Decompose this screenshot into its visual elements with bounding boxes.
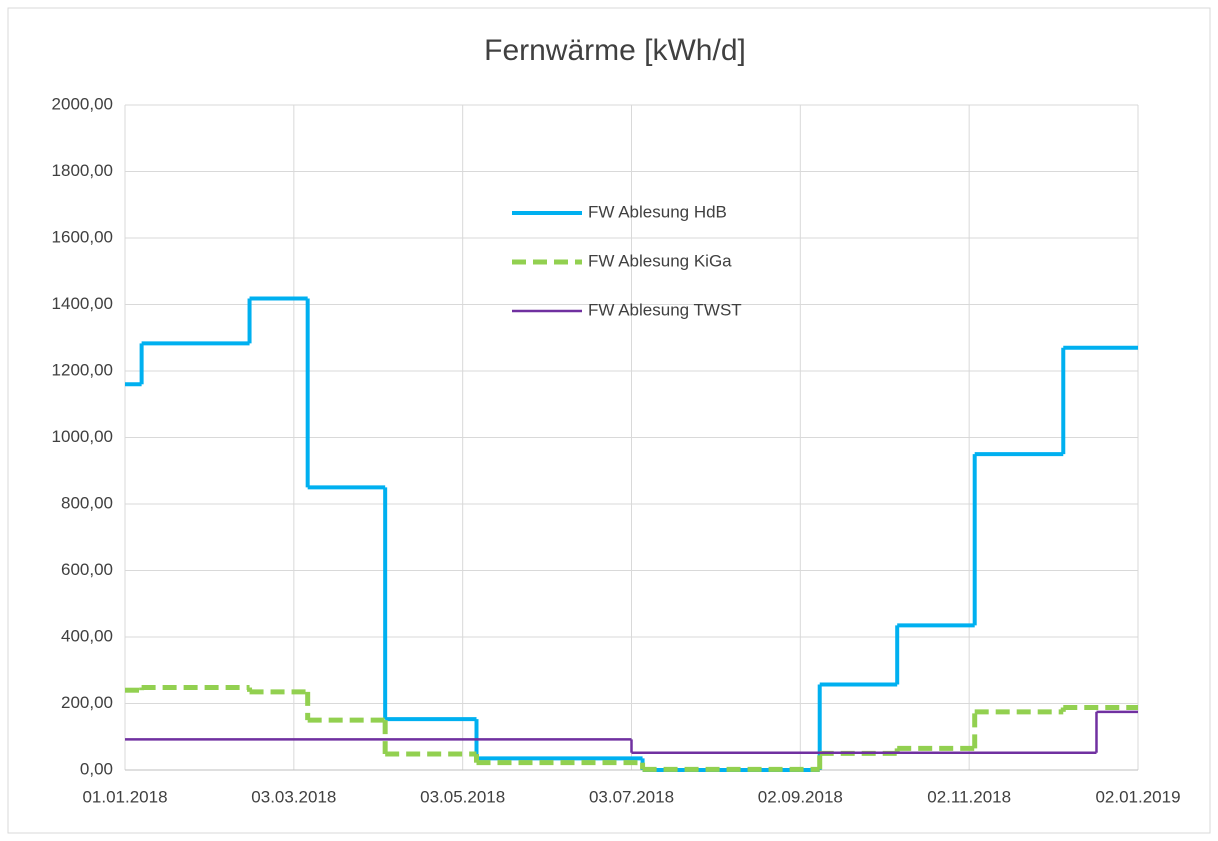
y-tick-label: 1400,00: [52, 294, 113, 313]
legend-label: FW Ablesung TWST: [588, 300, 742, 319]
x-tick-label: 03.03.2018: [251, 787, 336, 806]
chart-title: Fernwärme [kWh/d]: [484, 34, 746, 67]
x-tick-label: 03.05.2018: [420, 787, 505, 806]
legend-label: FW Ablesung HdB: [588, 202, 727, 221]
y-tick-label: 0,00: [80, 759, 113, 778]
y-tick-label: 1600,00: [52, 227, 113, 246]
series: [125, 710, 1138, 754]
x-tick-label: 02.01.2019: [1095, 787, 1180, 806]
x-tick-label: 01.01.2018: [82, 787, 167, 806]
x-tick-label: 02.09.2018: [758, 787, 843, 806]
y-tick-label: 400,00: [61, 626, 113, 645]
y-tick-label: 2000,00: [52, 94, 113, 113]
legend-label: FW Ablesung KiGa: [588, 251, 732, 270]
chart-frame: [7, 7, 1211, 834]
x-tick-label: 02.11.2018: [927, 787, 1011, 806]
y-tick-label: 600,00: [61, 560, 113, 579]
y-tick-label: 200,00: [61, 693, 113, 712]
x-tick-label: 03.07.2018: [589, 787, 674, 806]
y-tick-label: 1000,00: [52, 427, 113, 446]
y-tick-label: 1800,00: [52, 161, 113, 180]
y-tick-label: 800,00: [61, 493, 113, 512]
y-tick-label: 1200,00: [52, 360, 113, 379]
